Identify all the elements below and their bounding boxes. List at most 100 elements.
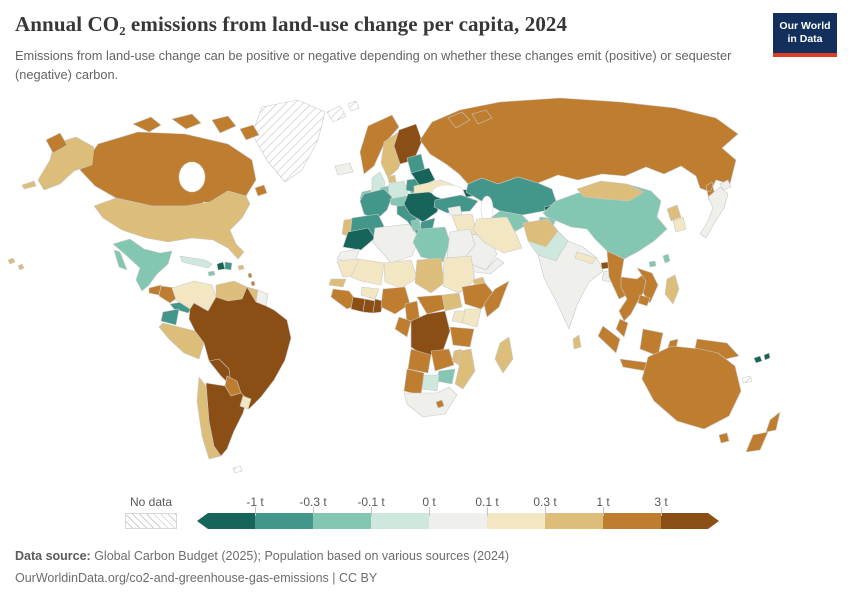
- country-namibia[interactable]: [403, 368, 425, 396]
- country-india[interactable]: [537, 240, 604, 330]
- country-alaska[interactable]: [21, 136, 95, 191]
- country-somalia[interactable]: [483, 280, 510, 318]
- country-south-sudan[interactable]: [441, 292, 463, 312]
- country-new-caledonia[interactable]: [741, 375, 753, 384]
- country-mongolia[interactable]: [576, 180, 645, 202]
- country-libya[interactable]: [412, 226, 451, 263]
- country-iceland[interactable]: [334, 162, 354, 176]
- legend-segment[interactable]: [255, 513, 313, 529]
- country-canada[interactable]: [79, 113, 268, 207]
- country-france[interactable]: [359, 188, 393, 221]
- country-new-zealand[interactable]: [745, 411, 781, 453]
- country-uruguay[interactable]: [239, 395, 252, 410]
- country-usa[interactable]: [93, 190, 251, 260]
- country-kazakhstan[interactable]: [465, 176, 557, 216]
- country-cuba[interactable]: [179, 255, 213, 269]
- owid-logo-line2: in Data: [787, 33, 823, 45]
- country-tanzania[interactable]: [449, 326, 475, 348]
- country-ivory-coast[interactable]: [350, 296, 366, 313]
- country-laos-vietnam[interactable]: [636, 267, 659, 304]
- country-hawaii[interactable]: [7, 257, 25, 271]
- country-japan[interactable]: [699, 179, 732, 239]
- country-iran[interactable]: [472, 216, 523, 254]
- country-mozambique[interactable]: [454, 348, 476, 390]
- country-philippines[interactable]: [664, 274, 680, 305]
- legend-no-data-label: No data: [129, 495, 173, 509]
- country-balkans[interactable]: [403, 191, 443, 223]
- country-angola[interactable]: [407, 348, 432, 374]
- country-ecuador[interactable]: [160, 308, 180, 326]
- legend-tick-label: 0.3 t: [533, 495, 557, 509]
- country-chukotka[interactable]: [45, 132, 68, 154]
- country-zambia[interactable]: [430, 348, 455, 372]
- country-sumatra[interactable]: [597, 325, 621, 354]
- legend-segment[interactable]: [197, 513, 255, 529]
- hudson-bay: [178, 161, 206, 193]
- country-madagascar[interactable]: [494, 336, 514, 374]
- country-tasmania[interactable]: [718, 432, 730, 444]
- country-russia[interactable]: [419, 97, 739, 201]
- country-australia[interactable]: [641, 345, 742, 430]
- country-fiji[interactable]: [753, 352, 771, 364]
- legend-no-data-block: No data: [125, 495, 177, 529]
- country-argentina[interactable]: [205, 382, 248, 457]
- country-taiwan[interactable]: [662, 253, 671, 264]
- country-lesser-antilles[interactable]: [247, 272, 256, 287]
- country-cambodia[interactable]: [637, 294, 651, 307]
- legend-tick-labels: -1 t -0.3 t -0.1 t 0 t 0.1 t 0.3 t 1 t 3 t: [197, 495, 719, 510]
- country-central-african-republic[interactable]: [416, 294, 446, 315]
- country-nigeria[interactable]: [380, 286, 411, 315]
- owid-logo-line1: Our World: [779, 19, 831, 32]
- country-dominican-republic[interactable]: [224, 261, 233, 271]
- country-syria[interactable]: [447, 205, 463, 216]
- attribution-link[interactable]: OurWorldinData.org/co2-and-greenhouse-ga…: [15, 570, 378, 585]
- country-south-korea[interactable]: [672, 216, 687, 233]
- country-chad[interactable]: [414, 257, 445, 294]
- country-north-korea[interactable]: [666, 204, 682, 222]
- country-mali[interactable]: [350, 258, 385, 286]
- country-togo-benin[interactable]: [372, 298, 384, 314]
- country-norway[interactable]: [359, 114, 400, 175]
- country-turkey[interactable]: [433, 194, 479, 214]
- country-drc[interactable]: [410, 310, 451, 358]
- country-peru[interactable]: [158, 322, 205, 360]
- legend-tick-label: -1 t: [246, 495, 264, 509]
- legend-segment[interactable]: [371, 513, 429, 529]
- country-morocco[interactable]: [342, 227, 376, 251]
- country-botswana[interactable]: [421, 374, 440, 392]
- country-algeria[interactable]: [372, 223, 420, 264]
- country-senegal[interactable]: [328, 278, 347, 288]
- country-hainan[interactable]: [648, 260, 657, 268]
- country-mexico[interactable]: [112, 238, 173, 292]
- country-puerto-rico[interactable]: [237, 264, 245, 271]
- country-south-africa[interactable]: [403, 386, 458, 418]
- country-gabon-congo[interactable]: [394, 316, 412, 338]
- country-falkland-islands[interactable]: [232, 465, 243, 474]
- legend-tick-mark: [487, 507, 488, 516]
- country-egypt[interactable]: [446, 228, 476, 263]
- legend-segment[interactable]: [313, 513, 371, 529]
- legend-segment[interactable]: [487, 513, 545, 529]
- legend-no-data-swatch[interactable]: [125, 513, 177, 529]
- country-thailand[interactable]: [618, 273, 650, 322]
- legend-segment[interactable]: [545, 513, 603, 529]
- country-denmark[interactable]: [387, 174, 397, 184]
- legend-segment[interactable]: [429, 513, 487, 529]
- country-lesotho[interactable]: [435, 399, 445, 409]
- owid-logo[interactable]: Our World in Data: [773, 13, 837, 57]
- legend-segment[interactable]: [661, 513, 719, 529]
- country-haiti[interactable]: [216, 261, 226, 271]
- country-uganda[interactable]: [451, 310, 466, 324]
- country-belarus[interactable]: [410, 167, 436, 187]
- legend-segment[interactable]: [603, 513, 661, 529]
- country-greenland[interactable]: [251, 99, 326, 183]
- country-sri-lanka[interactable]: [572, 334, 582, 350]
- country-nepal[interactable]: [574, 251, 597, 265]
- country-jamaica[interactable]: [207, 270, 216, 277]
- legend-tick-mark: [661, 507, 662, 516]
- country-burkina-faso[interactable]: [360, 286, 380, 300]
- country-svalbard[interactable]: [326, 100, 360, 123]
- country-malaysia[interactable]: [615, 318, 629, 338]
- country-niger[interactable]: [383, 259, 418, 289]
- country-brazil[interactable]: [188, 286, 292, 410]
